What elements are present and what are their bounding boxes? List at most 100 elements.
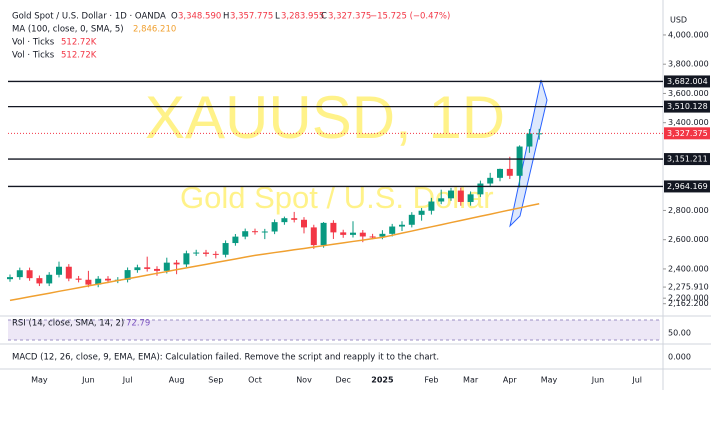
- channel-drawing: [509, 79, 548, 228]
- watermark-symbol: XAUUSD, 1D: [145, 84, 505, 151]
- candle-body: [467, 194, 474, 202]
- candle-body: [242, 231, 249, 237]
- level-label: 3,682.004: [667, 77, 708, 86]
- level-label-box: [664, 153, 710, 166]
- last-price-label: 3,327.375: [667, 129, 708, 138]
- candle-body: [330, 222, 337, 233]
- candle-body: [261, 231, 268, 233]
- macd-legend: MACD (12, 26, close, 9, EMA, EMA): Calcu…: [12, 353, 439, 363]
- candle-body: [301, 219, 307, 228]
- candle-body: [379, 233, 386, 237]
- last-price-box: [664, 127, 710, 140]
- ohlc-key: L: [275, 12, 280, 22]
- x-tick-label: Feb: [424, 376, 438, 385]
- currency-label: USD: [670, 16, 687, 25]
- y-tick-label: 2,275.910: [668, 283, 709, 292]
- candle-body: [497, 168, 503, 178]
- y-tick-label: 2,162.200: [668, 299, 709, 308]
- x-tick-label: Aug: [169, 376, 185, 385]
- candle-body: [271, 222, 278, 232]
- candle-body: [389, 226, 396, 234]
- candle-body: [46, 274, 53, 284]
- ohlc-key: C: [321, 12, 327, 22]
- x-tick-label: Oct: [248, 376, 262, 385]
- candle-body: [203, 252, 209, 254]
- candle-body: [399, 224, 405, 227]
- ohlc-value: 3,283.955: [281, 12, 324, 22]
- candle-body: [65, 266, 72, 279]
- y-tick-label: 2,800.000: [668, 206, 709, 215]
- level-label-box: [664, 100, 710, 113]
- x-tick-label: Jul: [631, 376, 642, 385]
- volume-legend-value: 512.72K: [61, 51, 97, 61]
- candle-body: [438, 198, 445, 202]
- candle-body: [75, 278, 82, 280]
- y-tick-label: 4,000.000: [668, 30, 709, 39]
- ma-line: [9, 202, 540, 302]
- x-tick-label: Dec: [335, 376, 350, 385]
- candle-body: [144, 267, 151, 269]
- candle-body: [428, 201, 435, 211]
- macd-scale-label: 0.000: [668, 353, 691, 362]
- candle-body: [457, 190, 464, 202]
- rsi-band: [8, 320, 660, 340]
- candle-body: [183, 253, 190, 265]
- candle-body: [340, 232, 347, 235]
- ma-legend-value: 2,846.210: [133, 25, 176, 35]
- candle-body: [26, 270, 33, 279]
- y-tick-label: 3,400.000: [668, 118, 709, 127]
- candle-body: [477, 183, 484, 195]
- y-tick-label: 2,200.000: [668, 294, 709, 303]
- rsi-legend-value: 72.79: [126, 319, 150, 329]
- volume-legend-value: 512.72K: [61, 38, 97, 48]
- candle-body: [7, 277, 13, 280]
- candle-body: [369, 236, 376, 238]
- watermark-description: Gold Spot / U.S. Dollar: [180, 180, 494, 215]
- rsi-scale-label: 50.00: [668, 329, 691, 338]
- candle-body: [134, 267, 141, 271]
- candle-body: [173, 262, 180, 265]
- x-tick-label: Nov: [296, 376, 312, 385]
- x-tick-label: May: [31, 376, 48, 385]
- candle-body: [163, 262, 170, 271]
- candle-body: [350, 232, 356, 235]
- x-tick-label: Sep: [208, 376, 223, 385]
- rsi-legend: RSI (14, close, SMA, 14, 2): [12, 319, 124, 329]
- y-tick-label: 2,600.000: [668, 235, 709, 244]
- ohlc-value: 3,348.590: [178, 12, 221, 22]
- candle-body: [56, 266, 62, 275]
- candle-body: [212, 253, 219, 255]
- candle-body: [85, 279, 92, 285]
- candle-body: [16, 270, 23, 278]
- ohlc-value: 3,357.775: [230, 12, 273, 22]
- volume-legend: Vol · Ticks: [12, 38, 55, 48]
- symbol-title: Gold Spot / U.S. Dollar · 1D · OANDA: [12, 12, 166, 22]
- candle-body: [418, 210, 425, 215]
- candle-body: [408, 214, 415, 225]
- x-tick-label: 2025: [371, 376, 394, 385]
- candle-body: [487, 177, 494, 184]
- ohlc-key: H: [223, 12, 229, 22]
- candle-body: [506, 168, 513, 176]
- volume-legend: Vol · Ticks: [12, 51, 55, 61]
- x-tick-label: Jun: [81, 376, 95, 385]
- candle-body: [95, 278, 102, 285]
- candle-body: [281, 218, 288, 223]
- candle-body: [36, 278, 43, 284]
- y-tick-label: 2,400.000: [668, 264, 709, 273]
- candle-body: [222, 243, 229, 255]
- candle-body: [310, 227, 317, 246]
- candle-body: [154, 268, 160, 271]
- candle-body: [291, 218, 298, 220]
- candle-body: [448, 190, 454, 199]
- candle-body: [193, 252, 200, 254]
- ma-legend: MA (100, close, 0, SMA, 5): [12, 25, 124, 35]
- level-label: 2,964.169: [667, 182, 708, 191]
- level-label: 3,510.128: [667, 102, 708, 111]
- x-tick-label: Apr: [503, 376, 518, 385]
- level-label: 3,151.211: [667, 155, 708, 164]
- y-tick-label: 3,600.000: [668, 89, 709, 98]
- candle-body: [526, 133, 533, 147]
